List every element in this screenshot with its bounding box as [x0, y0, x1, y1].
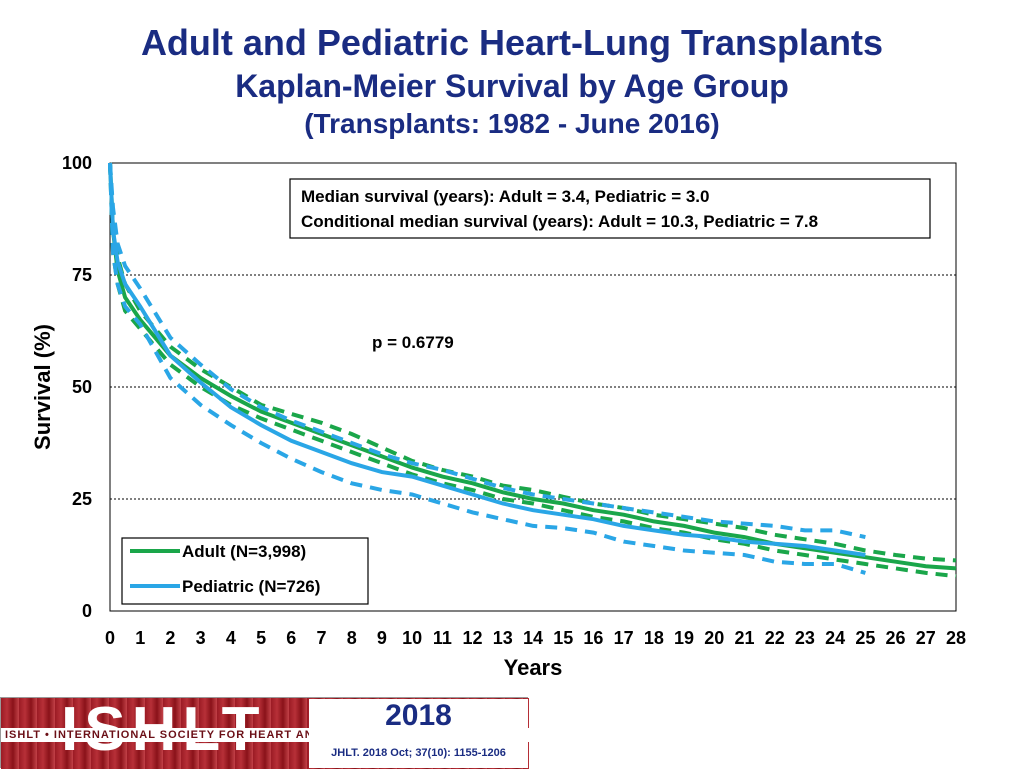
median-survival-box: Median survival (years): Adult = 3.4, Pe…	[289, 178, 931, 239]
x-tick-label-10: 10	[402, 628, 422, 648]
x-tick-label-14: 14	[523, 628, 543, 648]
x-tick-label-2: 2	[165, 628, 175, 648]
x-tick-label-19: 19	[674, 628, 694, 648]
x-tick-label-23: 23	[795, 628, 815, 648]
series-pediatric-ci-upper	[108, 162, 866, 540]
gridlines	[110, 274, 956, 500]
x-tick-label-6: 6	[286, 628, 296, 648]
report-year: 2018	[385, 699, 452, 732]
x-axis-title: Years	[504, 655, 563, 680]
legend-label-pediatric: Pediatric (N=726)	[182, 577, 320, 596]
x-tick-label-28: 28	[946, 628, 966, 648]
y-tick-label-100: 100	[62, 153, 92, 173]
x-tick-label-18: 18	[644, 628, 664, 648]
x-tick-label-16: 16	[583, 628, 603, 648]
x-tick-label-22: 22	[765, 628, 785, 648]
legend: Adult (N=3,998) Pediatric (N=726)	[121, 537, 369, 605]
x-tick-label-13: 13	[493, 628, 513, 648]
x-tick-label-21: 21	[734, 628, 754, 648]
x-tick-label-24: 24	[825, 628, 845, 648]
citation-box: JHLT. 2018 Oct; 37(10): 1155-1206	[309, 742, 528, 768]
y-tick-label-25: 25	[72, 489, 92, 509]
x-tick-label-0: 0	[105, 628, 115, 648]
x-tick-label-11: 11	[433, 628, 452, 648]
x-tick-label-1: 1	[135, 628, 145, 648]
x-tick-label-26: 26	[886, 628, 906, 648]
chart-subtitle: Kaplan-Meier Survival by Age Group	[235, 68, 789, 104]
conditional-median-survival-text: Conditional median survival (years): Adu…	[301, 212, 818, 231]
x-tick-label-12: 12	[463, 628, 483, 648]
x-tick-label-20: 20	[704, 628, 724, 648]
y-tick-label-0: 0	[82, 601, 92, 621]
x-tick-label-4: 4	[226, 628, 236, 648]
x-tick-label-8: 8	[347, 628, 357, 648]
series-pediatric-ci-lower	[108, 162, 866, 575]
y-axis-ticks: 0 25 50 75 100	[62, 153, 92, 621]
chart-subtitle-date-range: (Transplants: 1982 - June 2016)	[304, 108, 720, 139]
x-tick-label-5: 5	[256, 628, 266, 648]
footer-banner: ISHLT ISHLT • INTERNATIONAL SOCIETY FOR …	[0, 695, 529, 769]
series-adult-ci-upper	[108, 162, 957, 563]
year-box: 2018	[309, 699, 528, 739]
x-tick-label-17: 17	[614, 628, 634, 648]
x-tick-label-25: 25	[855, 628, 875, 648]
x-tick-label-3: 3	[196, 628, 206, 648]
x-tick-label-7: 7	[316, 628, 326, 648]
y-tick-label-75: 75	[72, 265, 92, 285]
p-value-label: p = 0.6779	[372, 333, 454, 352]
legend-label-adult: Adult (N=3,998)	[182, 542, 306, 561]
x-tick-label-15: 15	[553, 628, 573, 648]
plot-area	[109, 162, 957, 612]
median-survival-text: Median survival (years): Adult = 3.4, Pe…	[301, 187, 709, 206]
x-tick-label-9: 9	[377, 628, 387, 648]
y-tick-label-50: 50	[72, 377, 92, 397]
journal-citation: JHLT. 2018 Oct; 37(10): 1155-1206	[331, 747, 506, 759]
x-axis-ticks: 0 1 2 3 4 5 6 7 8 9 10 11 12 13 14 15 16 17 18 19 20 21 22 23 24…	[105, 628, 966, 648]
series-pediatric-line	[108, 162, 866, 557]
chart-title: Adult and Pediatric Heart-Lung Transplan…	[140, 22, 884, 63]
y-axis-title: Survival (%)	[30, 324, 55, 450]
x-tick-label-27: 27	[916, 628, 936, 648]
series-adult-ci-lower	[108, 162, 957, 579]
series-lines	[108, 162, 957, 579]
